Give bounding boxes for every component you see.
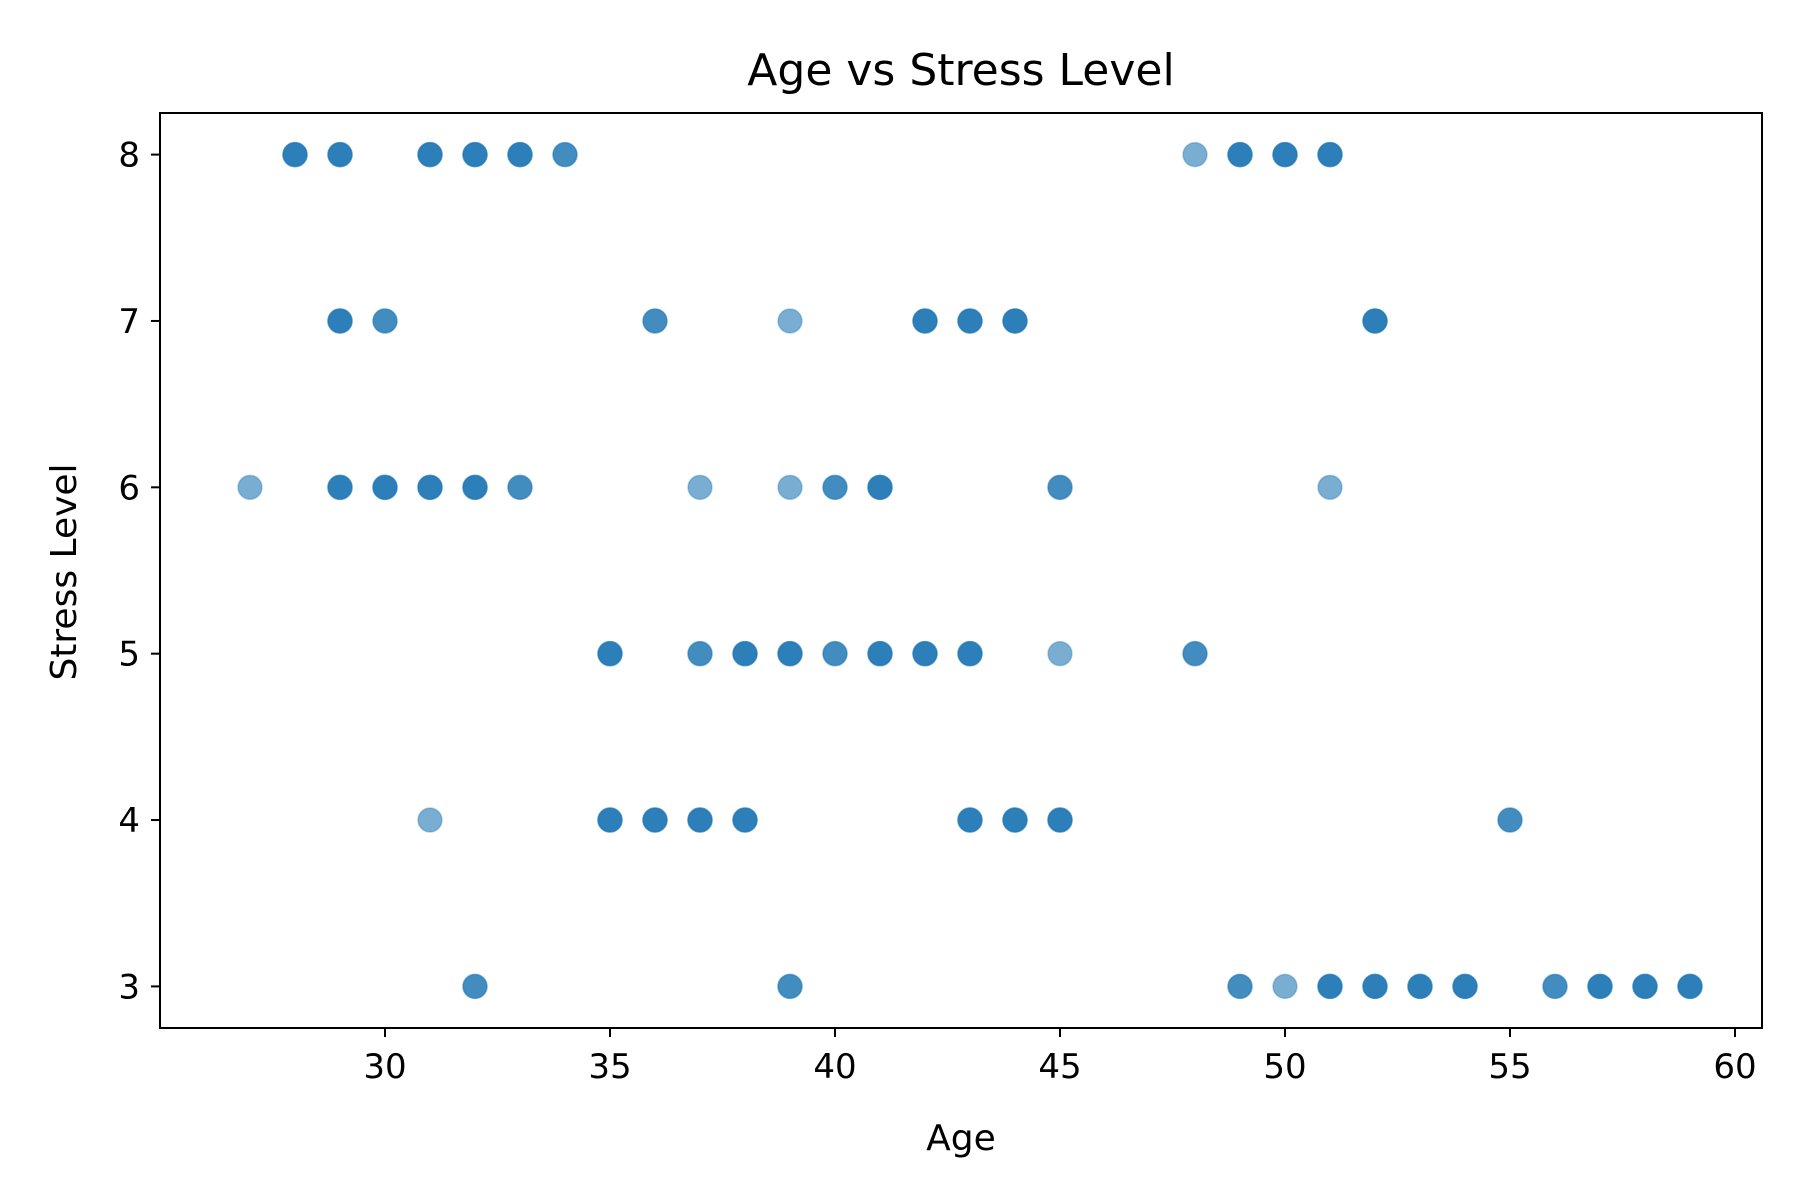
chart-title: Age vs Stress Level bbox=[747, 45, 1174, 96]
data-point bbox=[1317, 141, 1343, 168]
data-point bbox=[1047, 474, 1073, 501]
x-tick-label: 50 bbox=[1263, 1047, 1306, 1087]
data-point bbox=[417, 474, 443, 501]
data-point bbox=[1272, 973, 1298, 1000]
data-point bbox=[507, 141, 533, 168]
data-point bbox=[1362, 973, 1388, 1000]
data-point bbox=[597, 640, 623, 667]
data-point bbox=[1047, 640, 1073, 667]
data-point bbox=[732, 640, 758, 667]
data-point bbox=[777, 973, 803, 1000]
data-point bbox=[1452, 973, 1478, 1000]
data-point bbox=[237, 474, 263, 501]
data-point bbox=[957, 807, 983, 833]
data-point bbox=[957, 640, 983, 667]
data-point bbox=[1002, 807, 1028, 833]
data-point bbox=[552, 141, 578, 168]
data-point bbox=[1362, 308, 1388, 334]
data-point bbox=[687, 807, 713, 833]
y-tick-label: 6 bbox=[118, 468, 140, 508]
y-tick-label: 5 bbox=[118, 635, 140, 675]
x-axis: 30 35 40 45 50 55 60 bbox=[363, 1028, 1757, 1087]
data-point bbox=[687, 474, 713, 501]
x-tick-label: 45 bbox=[1038, 1047, 1081, 1087]
y-tick-label: 8 bbox=[118, 136, 140, 176]
data-point bbox=[732, 807, 758, 833]
data-point bbox=[1047, 807, 1073, 833]
data-point bbox=[822, 474, 848, 501]
x-tick-label: 60 bbox=[1713, 1047, 1756, 1087]
x-tick-label: 40 bbox=[813, 1047, 856, 1087]
y-axis-label: Stress Level bbox=[44, 463, 85, 680]
x-tick-label: 55 bbox=[1488, 1047, 1531, 1087]
data-point bbox=[1182, 640, 1208, 667]
data-point bbox=[777, 474, 803, 501]
data-point bbox=[957, 308, 983, 334]
data-point bbox=[642, 807, 668, 833]
data-point bbox=[912, 640, 938, 667]
data-point bbox=[822, 640, 848, 667]
data-point bbox=[327, 474, 353, 501]
data-point bbox=[1182, 141, 1208, 168]
data-point bbox=[1002, 308, 1028, 334]
data-point bbox=[867, 474, 893, 501]
data-point bbox=[867, 640, 893, 667]
data-point bbox=[687, 640, 713, 667]
data-point bbox=[1497, 807, 1523, 833]
data-point bbox=[462, 474, 488, 501]
data-point bbox=[1317, 474, 1343, 501]
data-point bbox=[1677, 973, 1703, 1000]
data-point bbox=[417, 807, 443, 833]
data-point bbox=[462, 973, 488, 1000]
data-point bbox=[417, 141, 443, 168]
data-point bbox=[777, 640, 803, 667]
data-point bbox=[777, 308, 803, 334]
data-point bbox=[642, 308, 668, 334]
x-tick-label: 35 bbox=[588, 1047, 631, 1087]
data-point bbox=[372, 308, 398, 334]
data-point bbox=[1542, 973, 1568, 1000]
data-point bbox=[282, 141, 308, 168]
data-point bbox=[1317, 973, 1343, 1000]
data-point bbox=[372, 474, 398, 501]
y-tick-label: 4 bbox=[118, 801, 140, 841]
x-axis-label: Age bbox=[926, 1118, 996, 1159]
data-point bbox=[327, 141, 353, 168]
data-point bbox=[597, 807, 623, 833]
data-point bbox=[1407, 973, 1433, 1000]
y-tick-label: 3 bbox=[118, 967, 140, 1007]
data-point bbox=[507, 474, 533, 501]
plot-frame bbox=[159, 112, 1763, 1029]
y-axis: 3 4 5 6 7 8 bbox=[118, 136, 160, 1007]
points-layer bbox=[237, 141, 1703, 1000]
data-point bbox=[1227, 973, 1253, 1000]
data-point bbox=[327, 308, 353, 334]
x-tick-label: 30 bbox=[363, 1047, 406, 1087]
data-point bbox=[1587, 973, 1613, 1000]
data-point bbox=[1227, 141, 1253, 168]
data-point bbox=[1272, 141, 1298, 168]
y-tick-label: 7 bbox=[118, 302, 140, 342]
data-point bbox=[1632, 973, 1658, 1000]
data-point bbox=[912, 308, 938, 334]
data-point bbox=[462, 141, 488, 168]
